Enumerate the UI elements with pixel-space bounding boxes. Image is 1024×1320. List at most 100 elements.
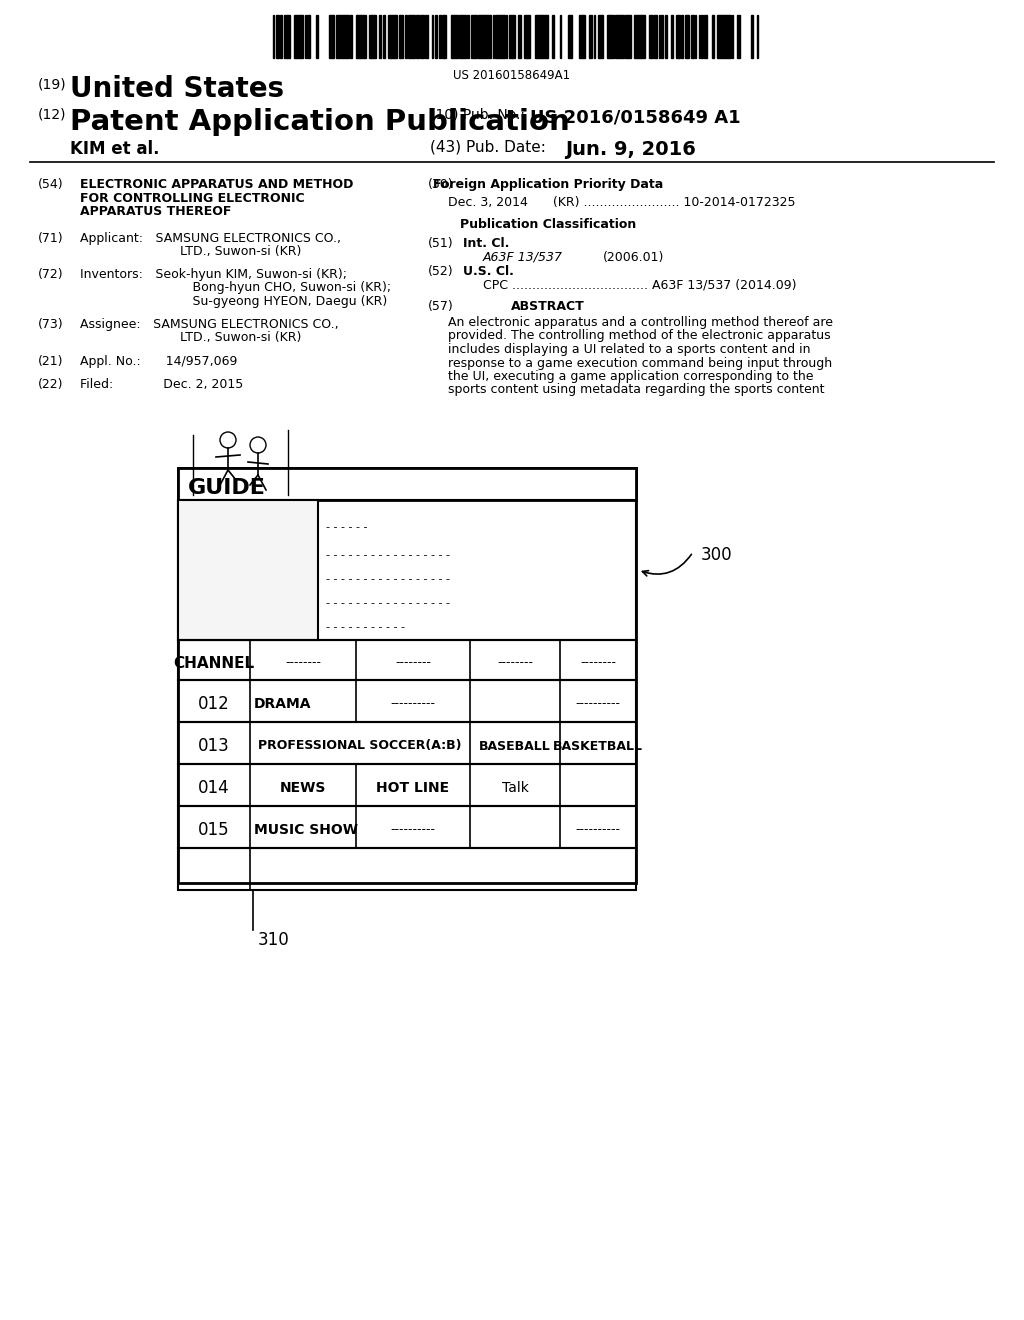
Bar xyxy=(444,15,446,58)
Bar xyxy=(467,15,469,58)
Bar xyxy=(178,764,636,807)
Bar xyxy=(719,15,721,58)
Bar xyxy=(579,15,582,58)
Text: 015: 015 xyxy=(199,821,229,840)
Bar xyxy=(681,15,683,58)
Bar xyxy=(345,15,347,58)
Text: CPC .................................. A63F 13/537 (2014.09): CPC .................................. A… xyxy=(483,279,797,292)
Text: 013: 013 xyxy=(198,737,229,755)
Text: Su-gyeong HYEON, Daegu (KR): Su-gyeong HYEON, Daegu (KR) xyxy=(80,294,387,308)
Bar xyxy=(643,15,645,58)
Text: ----------: ---------- xyxy=(390,697,435,710)
Text: 014: 014 xyxy=(199,779,229,797)
Text: 310: 310 xyxy=(258,931,290,949)
Bar xyxy=(379,15,381,58)
Bar xyxy=(408,15,410,58)
Bar xyxy=(369,15,371,58)
Text: includes displaying a UI related to a sports content and in: includes displaying a UI related to a sp… xyxy=(449,343,811,356)
Text: (19): (19) xyxy=(38,78,67,92)
Bar xyxy=(339,15,342,58)
Bar xyxy=(388,15,391,58)
Text: (71): (71) xyxy=(38,232,63,246)
Bar xyxy=(651,15,653,58)
Bar xyxy=(665,15,667,58)
Bar xyxy=(487,15,490,58)
Text: Appl. No.:  14/957,069: Appl. No.: 14/957,069 xyxy=(80,355,238,368)
Text: MUSIC SHOW: MUSIC SHOW xyxy=(254,822,358,837)
Bar xyxy=(535,15,538,58)
Bar xyxy=(495,15,497,58)
Bar xyxy=(178,500,636,640)
Text: LTD., Suwon-si (KR): LTD., Suwon-si (KR) xyxy=(80,246,301,259)
Bar xyxy=(276,15,278,58)
Bar xyxy=(499,15,501,58)
Bar xyxy=(454,15,457,58)
Bar xyxy=(616,15,618,58)
Bar xyxy=(362,15,366,58)
Bar xyxy=(391,15,393,58)
Text: - - - - - - - - - - -: - - - - - - - - - - - xyxy=(326,622,406,632)
Bar xyxy=(360,15,362,58)
Bar xyxy=(484,15,486,58)
Bar xyxy=(284,15,287,58)
Bar xyxy=(671,15,673,58)
Bar xyxy=(393,15,395,58)
Bar xyxy=(676,15,679,58)
Bar xyxy=(728,15,730,58)
Text: sports content using metadata regarding the sports content: sports content using metadata regarding … xyxy=(449,384,824,396)
Bar xyxy=(439,15,441,58)
Bar xyxy=(474,15,477,58)
Bar xyxy=(618,15,620,58)
Bar xyxy=(722,15,724,58)
Bar xyxy=(459,15,462,58)
Text: Publication Classification: Publication Classification xyxy=(460,218,636,231)
Bar xyxy=(296,15,299,58)
Text: Talk: Talk xyxy=(502,781,528,795)
Bar xyxy=(540,15,542,58)
Bar xyxy=(178,807,636,847)
Text: US 20160158649A1: US 20160158649A1 xyxy=(454,69,570,82)
Bar xyxy=(294,15,296,58)
Bar xyxy=(497,15,499,58)
Bar xyxy=(178,680,636,722)
Text: Jun. 9, 2016: Jun. 9, 2016 xyxy=(565,140,696,158)
Bar xyxy=(622,15,624,58)
Text: FOR CONTROLLING ELECTRONIC: FOR CONTROLLING ELECTRONIC xyxy=(80,191,304,205)
Bar xyxy=(383,15,385,58)
Text: Applicant: SAMSUNG ELECTRONICS CO.,: Applicant: SAMSUNG ELECTRONICS CO., xyxy=(80,232,341,246)
Bar xyxy=(628,15,630,58)
Bar xyxy=(607,15,609,58)
Bar xyxy=(471,15,474,58)
Text: ELECTRONIC APPARATUS AND METHOD: ELECTRONIC APPARATUS AND METHOD xyxy=(80,178,353,191)
Bar xyxy=(300,15,302,58)
Text: Inventors: Seok-hyun KIM, Suwon-si (KR);: Inventors: Seok-hyun KIM, Suwon-si (KR); xyxy=(80,268,347,281)
Text: Bong-hyun CHO, Suwon-si (KR);: Bong-hyun CHO, Suwon-si (KR); xyxy=(80,281,391,294)
Text: - - - - - - - - - - - - - - - - -: - - - - - - - - - - - - - - - - - xyxy=(326,550,450,560)
Bar xyxy=(178,500,318,640)
Text: NEWS: NEWS xyxy=(280,781,327,795)
Bar xyxy=(417,15,419,58)
Bar xyxy=(685,15,687,58)
Text: Patent Application Publication: Patent Application Publication xyxy=(70,108,569,136)
Bar xyxy=(406,15,407,58)
Text: --------: -------- xyxy=(285,656,321,669)
Text: - - - - - -: - - - - - - xyxy=(326,521,368,532)
Text: BASEBALL: BASEBALL xyxy=(479,739,551,752)
Bar xyxy=(413,15,415,58)
Bar xyxy=(524,15,527,58)
Bar xyxy=(329,15,332,58)
Bar xyxy=(178,469,636,500)
Text: (54): (54) xyxy=(38,178,63,191)
Text: (12): (12) xyxy=(38,108,67,121)
Text: US 2016/0158649 A1: US 2016/0158649 A1 xyxy=(530,108,740,125)
Bar xyxy=(316,15,318,58)
Text: --------: -------- xyxy=(497,656,534,669)
Bar xyxy=(509,15,512,58)
Bar xyxy=(705,15,706,58)
Bar xyxy=(178,722,636,764)
Bar xyxy=(620,15,622,58)
Bar xyxy=(552,15,554,58)
Bar xyxy=(502,15,504,58)
Bar xyxy=(178,469,636,883)
Text: Foreign Application Priority Data: Foreign Application Priority Data xyxy=(433,178,664,191)
